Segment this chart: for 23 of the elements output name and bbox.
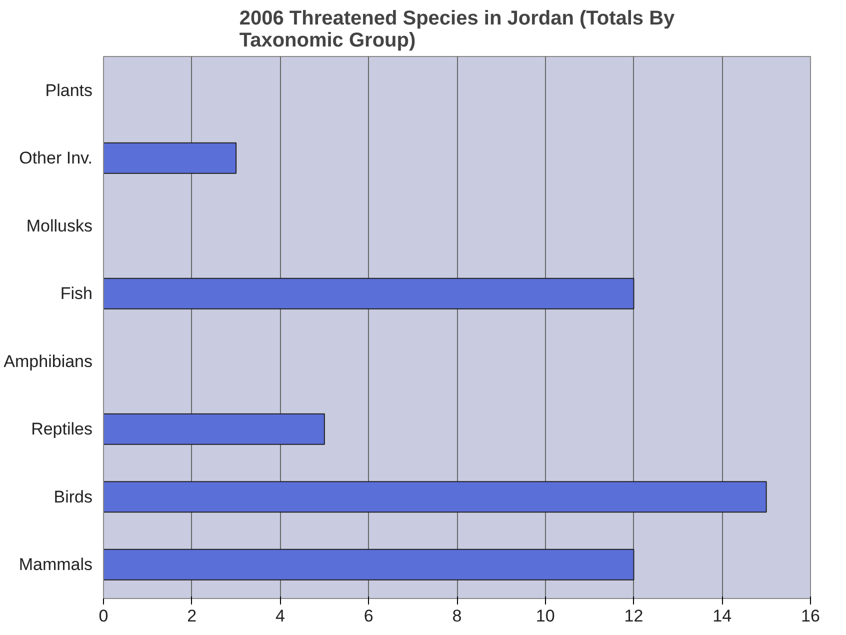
bar	[104, 142, 237, 174]
x-tick-label: 2	[187, 606, 197, 626]
y-tick-label: Other Inv.	[19, 148, 93, 168]
x-tick-label: 0	[98, 606, 108, 626]
y-tick-label: Birds	[54, 487, 93, 506]
y-tick-label: Fish	[60, 284, 93, 304]
x-tick-label: 8	[452, 606, 462, 626]
y-tick-label: Plants	[45, 80, 92, 100]
x-tick-label: 4	[276, 606, 285, 626]
chart-title: 2006 Threatened Species in Jordan (Totals By Taxonomic Group)	[239, 8, 676, 52]
x-tick-label: 16	[801, 606, 820, 626]
x-tick-label: 10	[536, 606, 555, 626]
x-tick-label: 12	[624, 606, 644, 626]
y-tick-label: Reptiles	[31, 420, 93, 439]
bar	[104, 548, 634, 580]
bar	[104, 413, 325, 445]
bar	[104, 481, 767, 513]
y-tick-label: Mammals	[18, 555, 92, 574]
x-tick-label: 6	[364, 606, 374, 626]
y-tick-label: Amphibians	[4, 352, 92, 371]
x-tick-label: 14	[712, 606, 732, 626]
y-tick-label: Mollusks	[26, 216, 92, 236]
bar	[104, 278, 634, 310]
